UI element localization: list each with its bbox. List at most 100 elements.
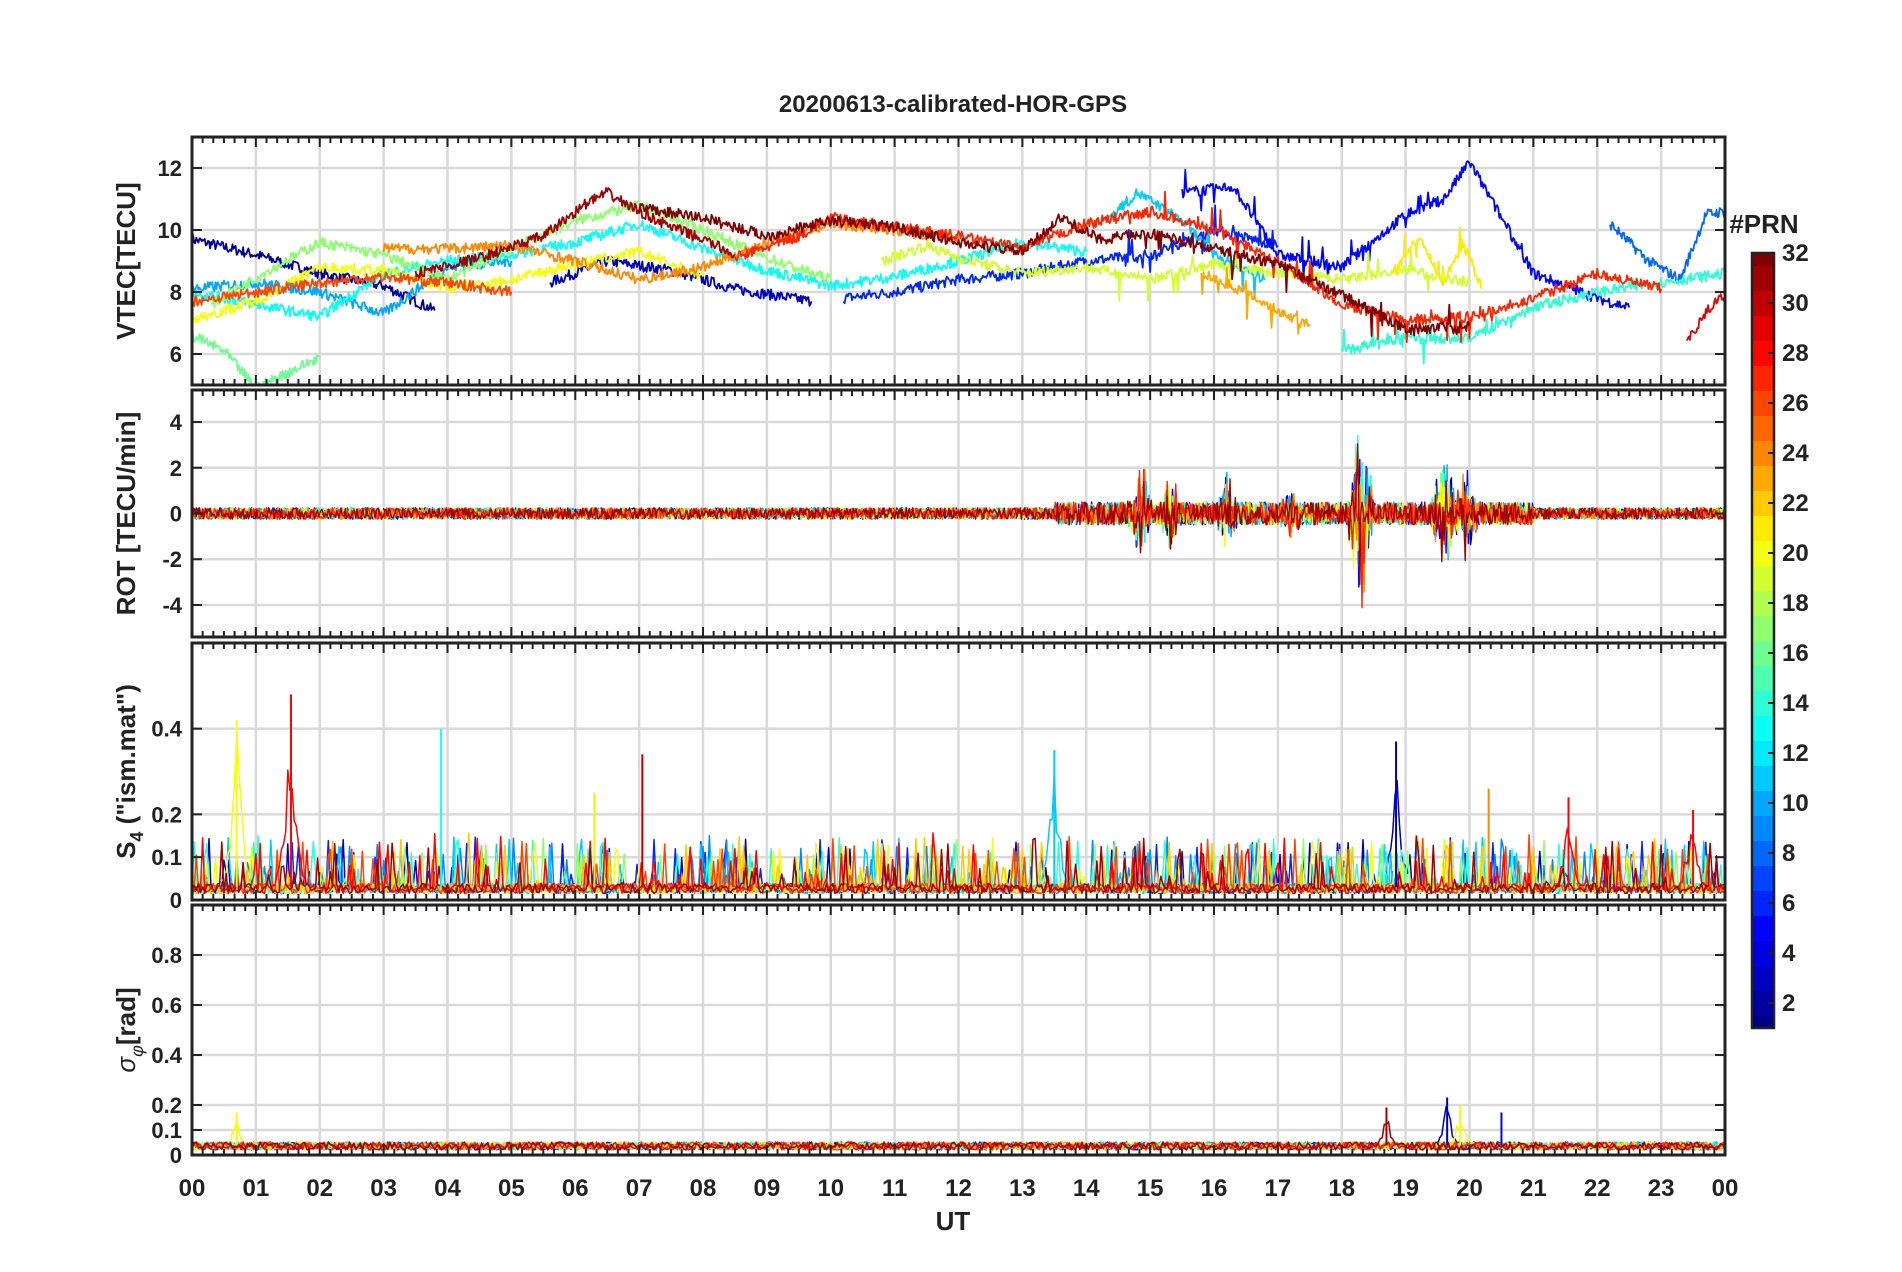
panel-frame-sigma_phi <box>190 903 1727 1157</box>
x-tick-label: 08 <box>690 1175 717 1202</box>
colorbar-swatch-prn-6 <box>1752 890 1774 916</box>
panel-frame-s4 <box>190 641 1727 902</box>
colorbar-swatch-prn-18 <box>1752 590 1774 616</box>
y-tick-label: 0.4 <box>151 717 182 742</box>
y-axis-label-symbol: σ <box>111 1056 141 1073</box>
colorbar-swatch-prn-23 <box>1752 465 1774 491</box>
chart-title: 20200613-calibrated-HOR-GPS <box>779 91 1127 118</box>
colorbar-swatch-prn-8 <box>1752 840 1774 866</box>
colorbar-swatch-prn-19 <box>1752 565 1774 591</box>
y-axis-label-sigma_phi: σφ[rad] <box>111 987 147 1072</box>
colorbar-tick-label: 12 <box>1782 740 1809 767</box>
x-tick-label: 03 <box>370 1175 397 1202</box>
panel-frame-vtec <box>190 135 1727 387</box>
y-tick-label: 12 <box>158 156 182 181</box>
colorbar-tick-label: 10 <box>1782 790 1809 817</box>
colorbar-tick-label: 20 <box>1782 540 1809 567</box>
y-axis-label-s4: S4 ("ism.mat") <box>111 684 147 859</box>
series-line-prn-6 <box>842 204 1279 305</box>
x-tick-label: 17 <box>1265 1175 1292 1202</box>
panel-sigma_phi: 00.10.20.40.60.8σφ[rad] <box>111 903 1727 1168</box>
x-tick-label: 07 <box>626 1175 653 1202</box>
x-tick-label: 23 <box>1648 1175 1675 1202</box>
colorbar-tick-label: 22 <box>1782 490 1809 517</box>
colorbar-tick-label: 26 <box>1782 390 1809 417</box>
y-tick-label: 0.1 <box>151 1118 182 1143</box>
x-tick-label: 00 <box>1712 1175 1739 1202</box>
series-line-prn-20 <box>192 246 704 326</box>
y-axis-label-rot: ROT [TECU/min] <box>111 412 141 616</box>
x-tick-label: 22 <box>1584 1175 1611 1202</box>
y-tick-label: 0.1 <box>151 845 182 870</box>
x-tick-label: 14 <box>1073 1175 1100 1202</box>
colorbar-swatch-prn-14 <box>1752 690 1774 716</box>
colorbar-tick-label: 8 <box>1782 840 1795 867</box>
y-tick-label: 6 <box>170 342 182 367</box>
panel-frame-rot <box>190 388 1727 639</box>
y-tick-label: 0 <box>170 1143 182 1168</box>
colorbar-frame <box>1750 251 1776 1030</box>
series-line-prn-8 <box>1609 207 1725 284</box>
panel-vtec: 6 8 10 12 VTEC[TECU] <box>111 135 1727 387</box>
colorbar-tick-label: 4 <box>1782 940 1796 967</box>
colorbar-tick-label: 18 <box>1782 590 1809 617</box>
colorbar-swatch-prn-16 <box>1752 640 1774 666</box>
series-line-prn-2 <box>192 234 436 312</box>
y-tick-label: 0.8 <box>151 943 182 968</box>
series-line-prn-29 <box>1685 293 1725 341</box>
series-line-prn-16 <box>192 333 321 385</box>
x-tick-label: 19 <box>1392 1175 1419 1202</box>
x-tick-label: 00 <box>179 1175 206 1202</box>
x-tick-label: 06 <box>562 1175 589 1202</box>
y-tick-label: -4 <box>162 593 182 618</box>
colorbar-tick-label: 24 <box>1782 440 1809 467</box>
colorbar-swatch-prn-7 <box>1752 865 1774 891</box>
y-tick-label: 0.6 <box>151 993 182 1018</box>
y-axis-label-subscript: φ <box>127 1045 147 1057</box>
colorbar-swatch-prn-26 <box>1752 390 1774 416</box>
colorbar-swatch-prn-9 <box>1752 815 1774 841</box>
x-tick-label: 13 <box>1009 1175 1036 1202</box>
colorbar-swatch-prn-29 <box>1752 315 1774 341</box>
x-tick-label: 01 <box>243 1175 270 1202</box>
x-tick-label: 11 <box>882 1175 907 1202</box>
series-line-prn-21 <box>1392 226 1483 290</box>
colorbar-swatch-prn-15 <box>1752 665 1774 691</box>
colorbar-tick-label: 6 <box>1782 890 1795 917</box>
series-line-prn-5 <box>1181 160 1631 310</box>
series-line-prn-26 <box>192 271 513 307</box>
series-line-prn-19 <box>881 239 1471 302</box>
series-line-prn-32 <box>638 203 1471 337</box>
y-tick-label: 0 <box>170 502 182 527</box>
panel-s4: 00.10.20.4S4 ("ism.mat") <box>111 641 1727 913</box>
y-axis-label-unit: ("ism.mat") <box>111 684 141 831</box>
x-tick-label: 20 <box>1456 1175 1483 1202</box>
y-tick-label: -2 <box>162 547 182 572</box>
y-tick-label: 10 <box>158 218 182 243</box>
y-tick-label: 2 <box>170 456 182 481</box>
grid-sigma_phi <box>192 905 1725 1157</box>
series-line-prn-31 <box>192 443 1725 586</box>
colorbar-swatch-prn-10 <box>1752 790 1774 816</box>
series-group-rot <box>192 434 1725 609</box>
colorbar-swatch-prn-30 <box>1752 290 1774 316</box>
colorbar-swatch-prn-4 <box>1752 940 1774 966</box>
y-axis-label-subscript: 4 <box>127 832 147 842</box>
ticks-sigma_phi <box>191 905 1726 1156</box>
colorbar-swatch-prn-13 <box>1752 715 1774 741</box>
y-tick-label: 0 <box>170 888 182 913</box>
colorbar-swatch-prn-1 <box>1752 1015 1774 1029</box>
colorbar-tick-label: 14 <box>1782 690 1809 717</box>
colorbar-swatch-prn-25 <box>1752 415 1774 441</box>
colorbar-tick-label: 28 <box>1782 340 1809 367</box>
colorbar-swatch-prn-21 <box>1752 515 1774 541</box>
x-tick-label: 18 <box>1328 1175 1355 1202</box>
y-axis-label-symbol: S <box>111 842 141 859</box>
colorbar-swatch-prn-3 <box>1752 965 1774 991</box>
colorbar-swatch-prn-12 <box>1752 740 1774 766</box>
colorbar-label: #PRN <box>1729 209 1798 239</box>
colorbar-tick-label: 30 <box>1782 290 1809 317</box>
series-line-prn-24 <box>382 218 960 285</box>
colorbar-tick-label: 2 <box>1782 990 1795 1017</box>
colorbar-tick-label: 16 <box>1782 640 1809 667</box>
